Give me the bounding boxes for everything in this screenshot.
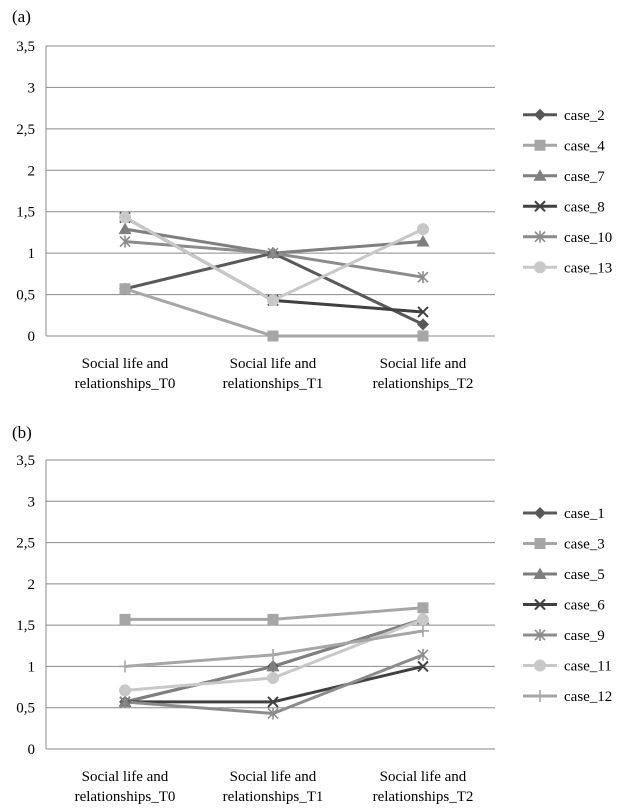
legend-item: case_7 [523,169,605,185]
y-tick-label: 2 [28,577,36,593]
data-point [119,660,131,673]
y-tick-label: 1 [28,659,36,675]
data-point [266,659,280,672]
data-point [119,211,131,224]
legend-label: case_8 [564,199,605,215]
legend-label: case_12 [564,689,612,705]
legend-marker [534,200,546,212]
x-tick-label: Social life and relationships_T0 [75,769,176,805]
legend-label: case_2 [564,108,605,124]
data-point [119,283,131,295]
series-line [124,216,424,303]
y-tick-label: 1,5 [16,618,35,634]
y-tick-label: 0,5 [16,701,35,717]
data-point [267,707,279,720]
data-point [416,235,430,247]
legend-label: case_11 [564,659,612,675]
legend-item: case_1 [523,506,605,522]
data-point [417,613,429,626]
legend-item: case_3 [523,537,605,553]
legend-marker [534,108,546,121]
legend-item: case_9 [523,628,605,644]
data-point [417,602,429,614]
legend-label: case_13 [564,260,612,276]
y-tick-label: 2,5 [16,122,35,138]
series-line [124,240,424,279]
x-tick-label: Social life and relationships_T2 [373,356,474,392]
panel-label: (a) [12,7,31,26]
data-point [417,318,429,331]
legend-item: case_11 [523,659,612,675]
y-tick-label: 1,5 [16,205,35,221]
data-point [417,306,429,318]
legend-label: case_3 [564,537,605,553]
data-point [267,247,279,260]
data-point [417,624,429,637]
legend-marker [534,230,546,243]
x-tick-label: Social life and relationships_T1 [223,356,324,392]
legend-marker [534,139,546,151]
y-tick-label: 3 [28,80,36,96]
legend-marker [533,567,547,579]
y-tick-label: 3,5 [16,453,35,469]
data-point [267,671,279,684]
data-point [267,696,279,708]
legend-item: case_4 [523,138,605,154]
data-point [267,648,279,661]
y-tick-label: 0,5 [16,288,35,304]
data-point [267,294,279,307]
legend-marker [534,538,546,549]
legend-marker [534,261,546,274]
legend-item: case_12 [523,689,612,705]
series-line [124,617,424,704]
data-point [417,648,429,661]
legend-item: case_10 [523,230,612,246]
legend-label: case_7 [564,169,605,185]
legend-marker [534,690,546,702]
x-tick-label: Social life and relationships_T1 [223,769,324,805]
legend-label: case_10 [564,230,612,246]
data-point [417,223,429,236]
legend-label: case_4 [564,138,605,154]
legend-item: case_2 [523,108,605,124]
series-line [124,617,424,704]
y-tick-label: 0 [28,742,36,758]
y-tick-label: 2 [28,163,36,179]
legend-label: case_1 [564,506,605,522]
y-tick-label: 2,5 [16,536,35,552]
data-point [119,684,131,697]
y-tick-label: 3 [28,494,36,510]
legend-item: case_13 [523,260,612,276]
data-point [267,613,279,625]
legend-item: case_6 [523,598,605,614]
data-point [417,330,429,342]
legend-label: case_9 [564,628,605,644]
legend-marker [534,507,546,519]
x-tick-label: Social life and relationships_T2 [373,769,474,805]
legend-marker [534,598,546,611]
data-point [267,330,279,342]
data-point [119,613,131,625]
chart-panel: (a) 0 0,5 1 1,5 2 2,5 3 3,5 Social life and relati… [12,7,612,392]
chart-panel: (b) 0 0,5 1 1,5 2 2,5 3 3,5 Social life and relati… [12,423,612,805]
data-point [118,222,132,235]
panel-label: (b) [12,423,32,442]
data-point [119,235,131,248]
legend-item: case_5 [523,567,605,583]
y-tick-label: 0 [28,329,36,345]
legend-marker [534,629,546,641]
data-point [417,271,429,284]
legend-marker [533,169,547,181]
legend-item: case_8 [523,199,605,215]
series-line [124,251,424,326]
data-point [119,695,131,708]
y-tick-label: 1 [28,246,36,262]
data-point [417,660,429,673]
y-tick-label: 3,5 [16,39,35,55]
legend-label: case_5 [564,567,605,583]
x-tick-label: Social life and relationships_T0 [75,356,176,392]
legend-marker [534,659,546,672]
legend-label: case_6 [564,598,605,614]
